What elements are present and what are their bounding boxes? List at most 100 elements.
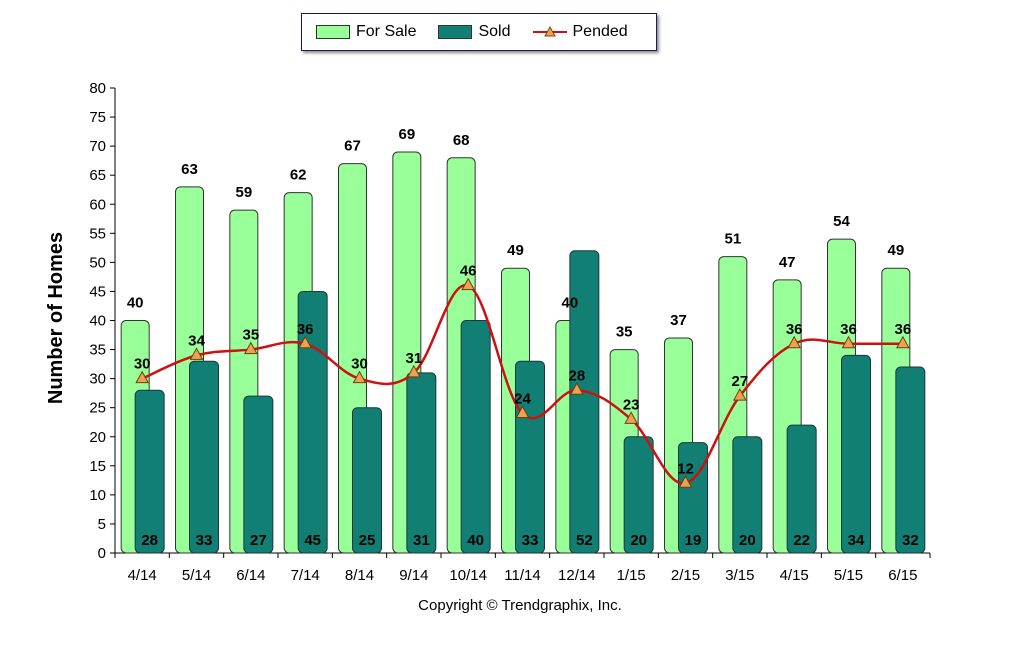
for-sale-value-label: 40 (127, 295, 144, 312)
pended-value-label: 36 (894, 321, 911, 338)
y-tick-label: 15 (89, 458, 106, 475)
legend-label-pended: Pended (572, 23, 628, 40)
sold-bar (352, 407, 382, 554)
y-tick-label: 35 (89, 342, 106, 359)
x-tick-label: 6/15 (888, 567, 917, 584)
x-tick-label: 3/15 (725, 567, 754, 584)
y-tick-label: 30 (89, 371, 106, 388)
sold-value-label: 52 (576, 532, 593, 549)
sold-bar (732, 436, 763, 554)
pended-value-label: 30 (134, 356, 151, 373)
pended-marker (406, 364, 421, 378)
sold-bar (460, 320, 491, 554)
sold-value-label: 22 (793, 532, 810, 549)
sold-value-label: 33 (522, 532, 539, 549)
sold-bar (243, 395, 274, 554)
x-axis: 4/14 5/14 6/14 7/14 8/14 9/14 10/14 11/14 12/14 1… (114, 552, 931, 584)
x-tick-label: 12/14 (558, 567, 596, 584)
y-tick-label: 50 (89, 254, 106, 271)
sold-bar (569, 250, 600, 554)
legend: For Sale Sold Pended (301, 13, 657, 51)
for-sale-value-label: 68 (453, 132, 470, 149)
pended-value-label: 46 (460, 263, 477, 280)
pended-marker (298, 335, 313, 349)
x-tick-label: 6/14 (236, 567, 265, 584)
for-sale-value-label: 59 (235, 184, 252, 201)
sold-bar (623, 436, 654, 554)
y-tick-label: 45 (89, 283, 106, 300)
sold-bar (406, 372, 437, 554)
sold-bar (841, 354, 871, 554)
y-axis: 0 5 10 15 20 25 30 35 40 45 50 55 60 65 70 75 80 (89, 80, 116, 562)
sold-value-label: 31 (413, 532, 430, 549)
legend-item-pended: Pended (532, 23, 628, 41)
for-sale-value-label: 37 (670, 312, 687, 329)
y-tick-label: 60 (89, 196, 106, 213)
pended-value-label: 34 (188, 332, 205, 349)
for-sale-value-label: 51 (724, 231, 741, 248)
sold-value-label: 20 (739, 532, 756, 549)
sold-value-label: 34 (848, 532, 865, 549)
for-sale-value-label: 67 (344, 138, 361, 155)
pended-value-label: 36 (297, 321, 314, 338)
sold-bar (189, 360, 219, 554)
sold-bar (297, 290, 328, 554)
pended-marker (732, 388, 747, 401)
y-tick-label: 65 (89, 167, 106, 184)
pended-marker (515, 405, 530, 418)
for-sale-value-label: 69 (398, 126, 415, 143)
x-tick-label: 1/15 (617, 567, 646, 584)
pended-marker (841, 335, 856, 349)
pended-line-layer (135, 277, 910, 488)
pended-value-label: 24 (514, 391, 531, 408)
y-tick-label: 40 (89, 313, 106, 330)
x-tick-label: 8/14 (345, 567, 374, 584)
sold-bars (134, 250, 926, 554)
sold-value-label: 28 (141, 532, 158, 549)
pended-value-label: 36 (786, 321, 803, 338)
pended-value-label: 23 (623, 396, 640, 413)
pended-value-label: 31 (405, 350, 422, 367)
y-tick-label: 5 (98, 516, 106, 533)
y-tick-label: 0 (98, 545, 106, 562)
for-sale-value-label: 47 (779, 254, 796, 271)
y-tick-label: 80 (89, 80, 106, 97)
sold-value-label: 19 (685, 532, 702, 549)
x-tick-label: 10/14 (449, 567, 487, 584)
pended-value-label: 28 (568, 367, 585, 384)
pended-value-label: 12 (677, 460, 694, 477)
pended-marker (895, 335, 910, 349)
sold-value-label: 25 (359, 532, 376, 549)
for-sale-value-label: 49 (507, 242, 524, 259)
data-labels: 40 63 59 62 67 69 68 49 40 35 37 51 47 54 49 28 33 27 45 25… (127, 126, 919, 549)
x-tick-label: 5/14 (182, 567, 211, 584)
pended-marker (189, 347, 204, 360)
x-tick-label: 2/15 (671, 567, 700, 584)
legend-item-sold: Sold (438, 23, 511, 41)
sold-value-label: 33 (196, 532, 213, 549)
for-sale-swatch (316, 25, 350, 39)
for-sale-value-label: 49 (887, 242, 904, 259)
pended-marker (135, 370, 150, 384)
pended-marker (624, 411, 639, 424)
for-sale-value-label: 62 (290, 167, 307, 184)
y-axis-label: Number of Homes (45, 232, 67, 404)
legend-item-for-sale: For Sale (316, 23, 416, 41)
sold-value-label: 45 (304, 532, 321, 549)
x-tick-label: 5/15 (834, 567, 863, 584)
sold-value-label: 40 (467, 532, 484, 549)
sold-swatch (438, 25, 473, 39)
y-tick-label: 70 (89, 138, 106, 155)
pended-marker (787, 335, 802, 349)
for-sale-value-label: 54 (833, 213, 850, 230)
copyright-text: Copyright © Trendgraphix, Inc. (418, 597, 622, 614)
pended-line-icon (532, 25, 567, 39)
for-sale-value-label: 35 (616, 324, 633, 341)
pended-marker (678, 475, 693, 488)
y-tick-label: 55 (89, 225, 106, 242)
y-tick-label: 75 (89, 109, 106, 126)
pended-marker (352, 370, 367, 384)
pended-value-label: 27 (731, 373, 748, 390)
sold-bar (786, 424, 817, 554)
pended-marker (569, 382, 584, 395)
